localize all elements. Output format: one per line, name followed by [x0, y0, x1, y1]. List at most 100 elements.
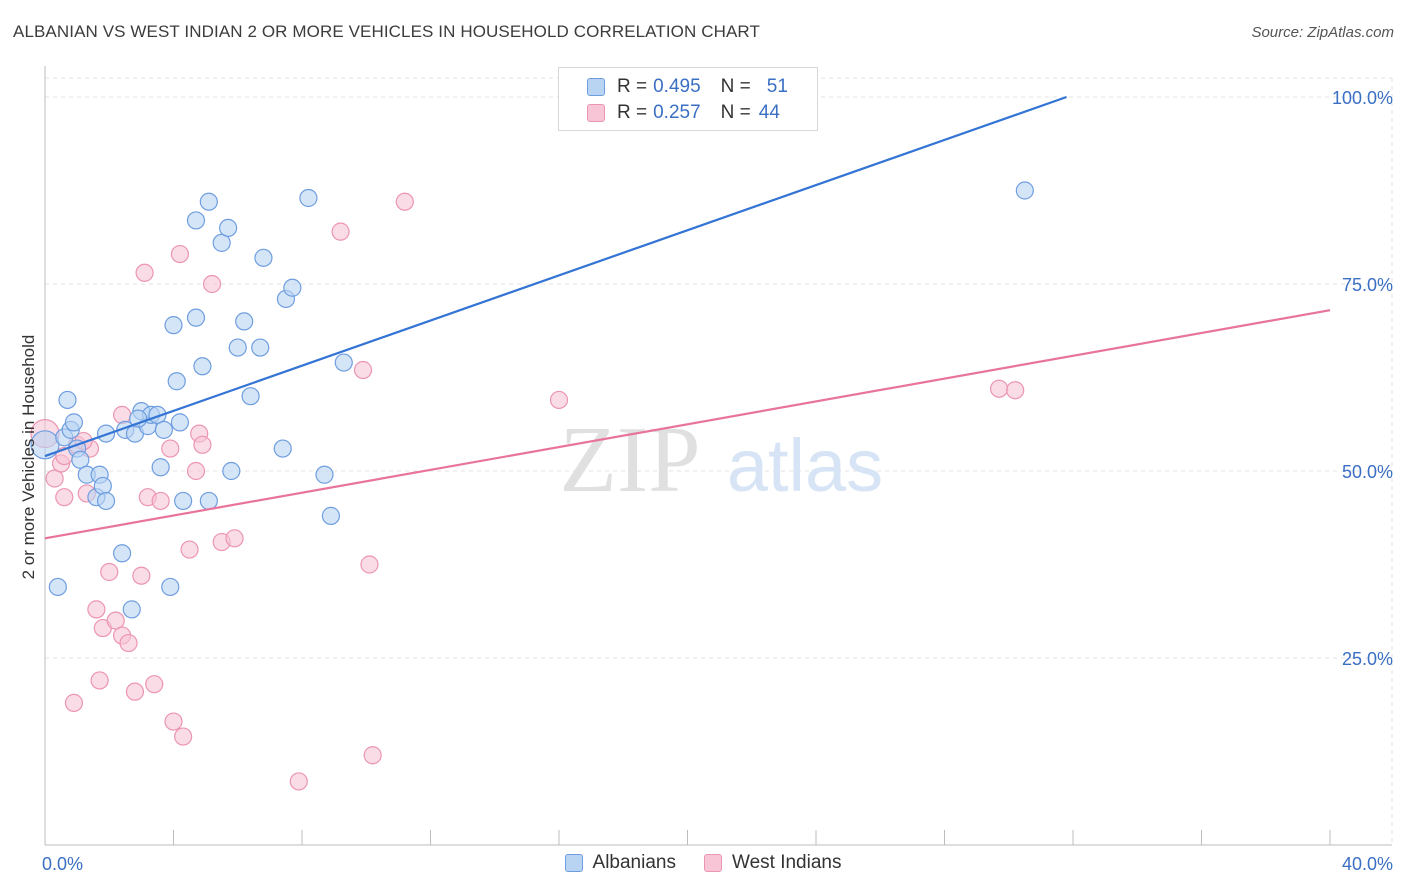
albanian-point — [228, 338, 247, 357]
albanian-point — [251, 338, 270, 357]
albanian-point — [64, 413, 84, 432]
x-tick-label: 0.0% — [42, 854, 83, 874]
axes — [44, 66, 1392, 846]
grid-lines — [45, 77, 1393, 845]
n-value: 44 — [758, 102, 780, 123]
west-indian-point — [170, 244, 190, 264]
watermark-zip: ZIP — [560, 408, 701, 512]
albanian-point — [93, 476, 112, 496]
west-indian-point — [180, 540, 199, 559]
west-indian-point — [289, 772, 308, 791]
west-indians-swatch — [587, 104, 605, 122]
albanians-label: Albanians — [592, 852, 676, 873]
west-indian-point — [106, 611, 125, 630]
source-label: Source: ZipAtlas.com — [1251, 24, 1394, 41]
west-indian-point — [395, 192, 414, 211]
west-indian-point — [353, 360, 373, 380]
albanian-point — [241, 387, 260, 406]
albanian-point — [193, 357, 212, 376]
west-indian-point — [164, 712, 183, 731]
albanians-trend-line — [44, 95, 1067, 458]
west-indian-point — [87, 600, 106, 619]
albanian-point — [170, 413, 190, 432]
trend-lines — [44, 95, 1331, 540]
albanian-point — [186, 308, 206, 327]
n-label: N = — [720, 102, 751, 123]
west-indian-point — [331, 222, 350, 241]
west-indian-point — [202, 274, 222, 294]
albanian-point — [58, 390, 77, 410]
data-points — [30, 181, 1034, 791]
west-indian-point — [549, 390, 569, 410]
albanian-point — [71, 450, 90, 469]
albanian-point — [254, 248, 273, 267]
r-label: R = — [617, 102, 648, 123]
west-indian-point — [161, 439, 180, 458]
tick-labels: 100.0% 75.0% 50.0% 25.0% 0.0% 40.0% — [42, 88, 1393, 874]
x-tick-label: 40.0% — [1342, 854, 1393, 874]
albanian-point — [1015, 181, 1034, 200]
albanian-point — [164, 316, 183, 335]
legend-item-albanians[interactable]: Albanians — [564, 852, 676, 874]
r-value: 0.495 — [653, 76, 701, 97]
albanian-point — [151, 458, 170, 477]
west-indian-point — [186, 461, 206, 481]
albanian-point — [167, 372, 186, 391]
chart-title: ALBANIAN VS WEST INDIAN 2 OR MORE VEHICL… — [13, 22, 760, 41]
albanian-point — [186, 211, 206, 230]
west-indian-point — [151, 491, 170, 511]
west-indian-point — [145, 675, 164, 694]
legend-row-albanians: R = 0.495 N = 51 — [587, 75, 788, 99]
y-tick-label: 50.0% — [1342, 462, 1393, 482]
albanian-point — [96, 491, 116, 511]
y-tick-label: 75.0% — [1342, 275, 1393, 295]
west-indian-point — [112, 405, 132, 424]
albanian-point — [321, 506, 341, 525]
watermark-atlas: atlas — [727, 424, 883, 507]
albanian-point — [30, 430, 60, 460]
albanian-point — [199, 192, 218, 211]
stats-legend: R = 0.495 N = 51 R = 0.257 N = 44 — [558, 67, 818, 131]
west-indian-point — [55, 488, 74, 507]
west-indian-point — [125, 682, 145, 701]
west-indian-point — [193, 435, 212, 454]
west-indian-point — [363, 746, 382, 765]
west-indian-point — [990, 379, 1009, 398]
albanian-point — [48, 577, 67, 597]
west-indian-point — [45, 469, 64, 488]
west-indian-point — [100, 562, 119, 582]
west-indians-swatch — [703, 854, 722, 872]
albanians-swatch — [564, 854, 583, 872]
albanian-point — [122, 600, 141, 619]
r-value: 0.257 — [653, 102, 701, 123]
r-label: R = — [617, 76, 648, 97]
west-indian-point — [360, 555, 379, 574]
albanians-swatch — [587, 78, 605, 96]
albanian-point — [174, 491, 193, 511]
legend-row-west-indians: R = 0.257 N = 44 — [587, 101, 780, 125]
albanian-point — [315, 465, 334, 484]
west-indian-point — [119, 633, 138, 653]
albanian-point — [154, 420, 173, 439]
albanian-point — [212, 233, 231, 252]
n-label: N = — [720, 76, 751, 97]
west-indian-point — [135, 263, 154, 282]
albanian-point — [112, 544, 132, 563]
legend-item-west-indians[interactable]: West Indians — [703, 852, 842, 874]
y-tick-label: 100.0% — [1332, 88, 1393, 108]
albanian-point — [219, 218, 238, 237]
albanian-point — [299, 188, 318, 208]
series-legend: Albanians West Indians — [0, 852, 1406, 874]
west-indian-point — [1006, 381, 1025, 400]
albanian-point — [334, 353, 353, 372]
albanian-point — [161, 577, 180, 597]
west-indian-point — [132, 566, 151, 585]
n-value: 51 — [766, 76, 788, 97]
albanian-point — [273, 439, 292, 458]
y-tick-label: 25.0% — [1342, 649, 1393, 669]
west-indian-point — [90, 671, 109, 690]
west-indian-point — [174, 727, 193, 746]
west-indian-point — [225, 529, 244, 548]
west-indians-label: West Indians — [731, 852, 842, 873]
